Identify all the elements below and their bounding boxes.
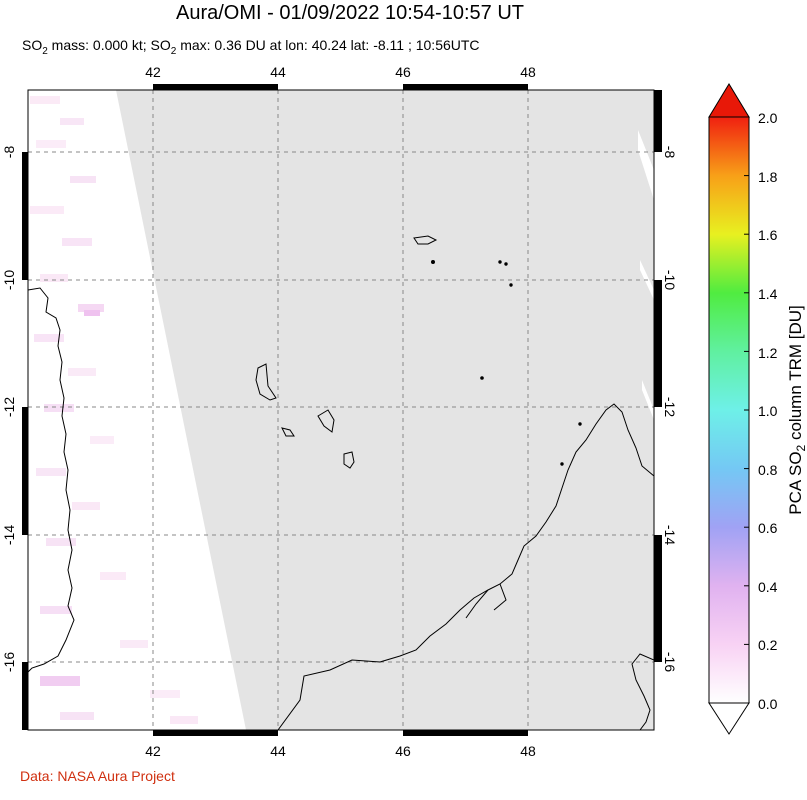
data-credit: Data: NASA Aura Project (20, 768, 175, 784)
colorbar-tick-label: 0.6 (758, 520, 778, 536)
anjouan (317, 409, 335, 433)
grande-comore (255, 363, 277, 401)
colorbar-tick-label: 0.8 (758, 462, 778, 478)
lat-tick-label: -16 (1, 652, 17, 672)
colorbar-tick-label: 2.0 (758, 110, 778, 126)
colorbar-tick-label: 1.6 (758, 227, 778, 243)
lat-tick-label: -16 (662, 652, 678, 672)
colorbar-max-arrow (708, 83, 750, 118)
lon-tick-label: 46 (395, 743, 411, 759)
lat-lon-grid (28, 90, 654, 730)
lat-ticks-left: -8 -10 -12 -14 -16 (1, 146, 17, 673)
so2-speckles (30, 96, 198, 724)
colorbar-tick-label: 0.0 (758, 696, 778, 712)
no-data-swath (116, 90, 654, 730)
lat-tick-label: -8 (662, 146, 678, 159)
lon-tick-label: 46 (395, 64, 411, 80)
colorbar-ticks: 0.0 0.2 0.4 0.6 0.8 1.0 1.2 1.4 1.6 1.8 … (709, 110, 778, 712)
coastlines (28, 235, 654, 730)
colorbar-tick-label: 0.2 (758, 637, 778, 653)
madagascar-south-coast (631, 653, 654, 730)
lon-ticks-bottom: 42 44 46 48 (145, 743, 536, 759)
colorbar-tick-label: 0.4 (758, 579, 778, 595)
lon-tick-label: 44 (270, 743, 286, 759)
moheli (281, 427, 295, 437)
lat-tick-label: -10 (662, 270, 678, 290)
colorbar-tick-label: 1.2 (758, 345, 778, 361)
lon-tick-label: 42 (145, 64, 161, 80)
lat-tick-label: -14 (662, 525, 678, 545)
madagascar-coast (277, 403, 654, 730)
lon-tick-label: 44 (270, 64, 286, 80)
colorbar-tick-label: 1.4 (758, 286, 778, 302)
lon-ticks-top: 42 44 46 48 (145, 64, 536, 80)
mayotte (343, 451, 355, 469)
colorbar: 0.0 0.2 0.4 0.6 0.8 1.0 1.2 1.4 1.6 1.8 … (708, 83, 807, 735)
colorbar-tick-label: 1.8 (758, 169, 778, 185)
lat-tick-label: -12 (662, 397, 678, 417)
colorbar-min-arrow (708, 702, 750, 735)
colorbar-tick-label: 1.0 (758, 403, 778, 419)
lon-tick-label: 42 (145, 743, 161, 759)
colorbar-label: PCA SO2 column TRM [DU] (786, 305, 807, 515)
lat-tick-label: -10 (1, 270, 17, 290)
frame-scale-bars (22, 84, 662, 736)
lon-tick-label: 48 (520, 64, 536, 80)
lat-tick-label: -8 (1, 146, 17, 159)
map-subtitle: SO2 mass: 0.000 kt; SO2 max: 0.36 DU at … (22, 37, 480, 57)
aldabra-atoll (413, 235, 438, 245)
lat-tick-label: -12 (1, 397, 17, 417)
lat-tick-label: -14 (1, 525, 17, 545)
map-title: Aura/OMI - 01/09/2022 10:54-10:57 UT (176, 2, 524, 24)
madagascar-nw-inlet (465, 583, 507, 619)
lat-ticks-right: -8 -10 -12 -14 -16 (662, 146, 678, 673)
tanzania-mozambique-coast (28, 287, 75, 673)
lon-tick-label: 48 (520, 743, 536, 759)
map-area (28, 90, 654, 730)
